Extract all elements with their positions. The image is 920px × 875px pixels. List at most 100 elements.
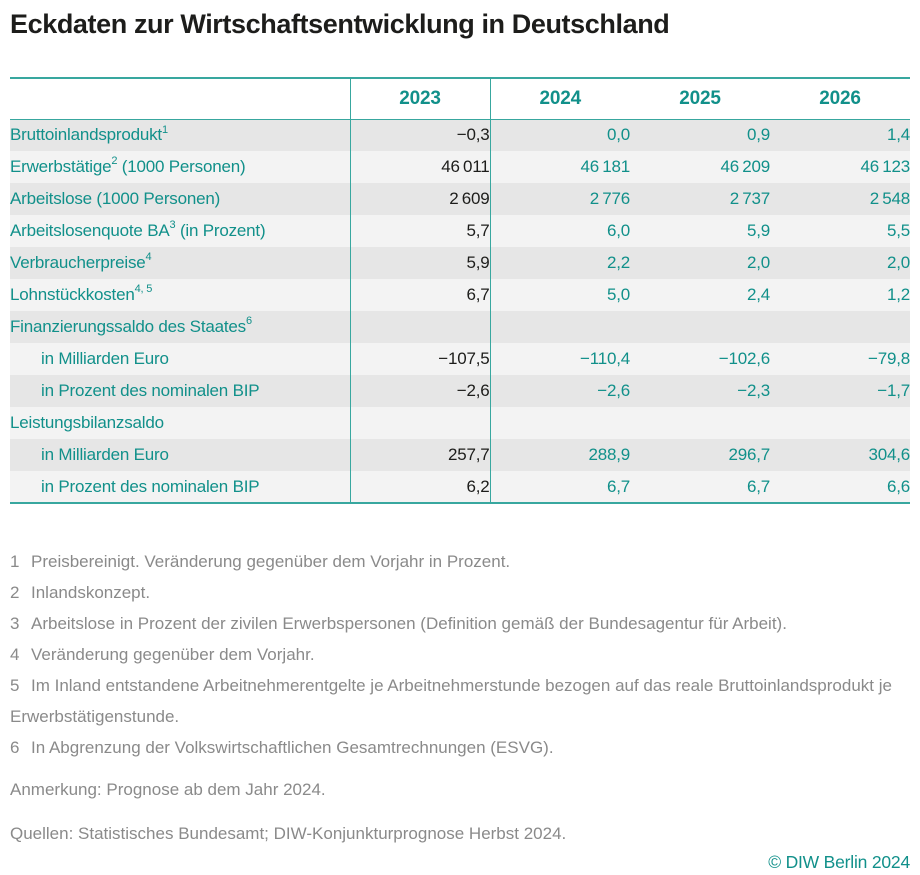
table-row: Verbraucherpreise4 5,9 2,2 2,0 2,0 (10, 247, 910, 279)
footnote-text: In Abgrenzung der Volkswirtschaftlichen … (31, 738, 554, 757)
value-2026: −1,7 (877, 381, 910, 400)
value-2024: 6,7 (489, 471, 630, 504)
value-2025: 6,7 (630, 471, 770, 504)
footnote-number: 1 (10, 552, 20, 571)
value-2025: 46 209 (720, 157, 771, 176)
value-2025 (630, 311, 770, 343)
value-2024: 6,0 (489, 215, 630, 247)
value-2023: 2 609 (349, 183, 490, 215)
table-row: Leistungsbilanzsaldo (10, 407, 910, 439)
value-2024: 2,2 (489, 247, 630, 279)
value-2024: 46 181 (489, 151, 630, 183)
footnote-ref: 2 (111, 155, 118, 168)
footnote: 4 Veränderung gegenüber dem Vorjahr. (10, 639, 910, 670)
value-2025: 5,9 (746, 221, 770, 240)
table-row: in Milliarden Euro −107,5 −110,4 −102,6 … (10, 343, 910, 375)
footnote: 1 Preisbereinigt. Veränderung gegenüber d… (10, 546, 910, 577)
footnote-ref: 3 (169, 219, 176, 232)
value-2024 (489, 407, 630, 439)
value-2023: 46 011 (349, 151, 490, 183)
table-row: in Milliarden Euro 257,7 288,9 296,7 304… (10, 439, 910, 471)
footnote-ref: 1 (161, 123, 168, 136)
value-2025: 0,9 (746, 125, 770, 145)
value-2024: 5,0 (489, 279, 630, 311)
footnote-number: 2 (10, 583, 20, 602)
value-2023: −107,5 (349, 343, 490, 375)
table-row: Finanzierungssaldo des Staates6 (10, 311, 910, 343)
value-2024 (489, 311, 630, 343)
value-2024: 288,9 (489, 439, 630, 471)
economic-data-table: 2023 2024 2025 2026 Bruttoinlandsprodukt… (10, 77, 910, 504)
value-2023: −2,6 (349, 375, 490, 407)
value-2026 (770, 311, 910, 343)
row-label: Leistungsbilanzsaldo (10, 413, 164, 432)
table-header-row: 2023 2024 2025 2026 (10, 77, 910, 120)
footnote: 2 Inlandskonzept. (10, 577, 910, 608)
value-2025: 2,0 (746, 253, 770, 272)
footnote: 3 Arbeitslose in Prozent der zivilen Erwe… (10, 608, 910, 639)
row-label: Arbeitslose (1000 Personen) (10, 189, 221, 208)
footnote-ref: 6 (245, 315, 252, 328)
value-2026: 6,6 (770, 471, 910, 504)
footnote: 6 In Abgrenzung der Volkswirtschaftlichen… (10, 732, 910, 763)
value-2026: 2 548 (869, 189, 910, 208)
value-2025 (630, 407, 770, 439)
footnote: 5 Im Inland entstandene Arbeitnehmerentge… (10, 670, 910, 732)
value-2023 (349, 311, 490, 343)
value-2024: −110,4 (489, 343, 630, 375)
table-row: Lohnstückkosten4, 5 6,7 5,0 2,4 1,2 (10, 279, 910, 311)
table-row: in Prozent des nominalen BIP 6,2 6,7 6,7… (10, 471, 910, 504)
header-year-2024: 2024 (489, 77, 630, 120)
footnote-ref: 4 (145, 251, 152, 264)
header-empty (10, 77, 350, 120)
row-label: Finanzierungssaldo des Staates6 (10, 315, 252, 336)
value-2026: −79,8 (867, 349, 910, 368)
footnote-number: 6 (10, 738, 20, 757)
value-2026: 46 123 (860, 157, 911, 176)
footnote-number: 4 (10, 645, 20, 664)
value-2023: 5,7 (349, 215, 490, 247)
value-2023: 6,7 (349, 279, 490, 311)
value-2024: 2 776 (489, 183, 630, 215)
table-row: Bruttoinlandsprodukt1 −0,3 0,0 0,9 1,4 (10, 119, 910, 151)
value-2026: 2,0 (886, 253, 910, 272)
row-label: Lohnstückkosten4, 5 (10, 283, 153, 304)
row-label: Arbeitslosenquote BA3 (in Prozent) (10, 219, 266, 240)
copyright-notice: © DIW Berlin 2024 (768, 852, 910, 872)
row-label: Verbraucherpreise4 (10, 251, 152, 272)
table-row: Arbeitslosenquote BA3 (in Prozent) 5,7 6… (10, 215, 910, 247)
header-year-2025: 2025 (630, 77, 770, 120)
footnote-text: Preisbereinigt. Veränderung gegenüber de… (31, 552, 511, 571)
footnote-number: 3 (10, 614, 20, 633)
page-title: Eckdaten zur Wirtschaftsentwicklung in D… (10, 9, 670, 39)
value-2026: 304,6 (868, 445, 910, 464)
value-2023: −0,3 (349, 119, 490, 151)
footnotes-block: 1 Preisbereinigt. Veränderung gegenüber d… (10, 546, 910, 763)
value-2025: −2,3 (737, 381, 770, 400)
row-label-indented: in Prozent des nominalen BIP (10, 471, 350, 504)
row-label: Erwerbstätige2 (1000 Personen) (10, 155, 246, 176)
footnote-text: Im Inland entstandene Arbeitnehmerentgel… (10, 676, 892, 726)
footnote-text: Arbeitslose in Prozent der zivilen Erwer… (31, 614, 787, 633)
value-2024: −2,6 (489, 375, 630, 407)
value-2023: 6,2 (349, 471, 490, 504)
value-2023: 257,7 (349, 439, 490, 471)
value-2026: 1,2 (886, 285, 910, 304)
table-row: Erwerbstätige2 (1000 Personen) 46 011 46… (10, 151, 910, 183)
row-label-indented: in Prozent des nominalen BIP (41, 381, 260, 400)
value-2026: 5,5 (886, 221, 910, 240)
value-2023 (349, 407, 490, 439)
value-2025: −102,6 (718, 349, 770, 368)
table-row: in Prozent des nominalen BIP −2,6 −2,6 −… (10, 375, 910, 407)
row-label-indented: in Milliarden Euro (41, 349, 169, 368)
value-2026 (770, 407, 910, 439)
value-2023: 5,9 (349, 247, 490, 279)
sources-line: Quellen: Statistisches Bundesamt; DIW-Ko… (10, 824, 567, 843)
header-year-2023: 2023 (349, 77, 490, 120)
value-2025: 2,4 (746, 285, 770, 304)
footnote-number: 5 (10, 676, 20, 695)
value-2026: 1,4 (886, 125, 910, 145)
figure-page: Eckdaten zur Wirtschaftsentwicklung in D… (0, 9, 920, 845)
header-year-2026: 2026 (770, 77, 910, 120)
footnote-text: Inlandskonzept. (31, 583, 151, 602)
